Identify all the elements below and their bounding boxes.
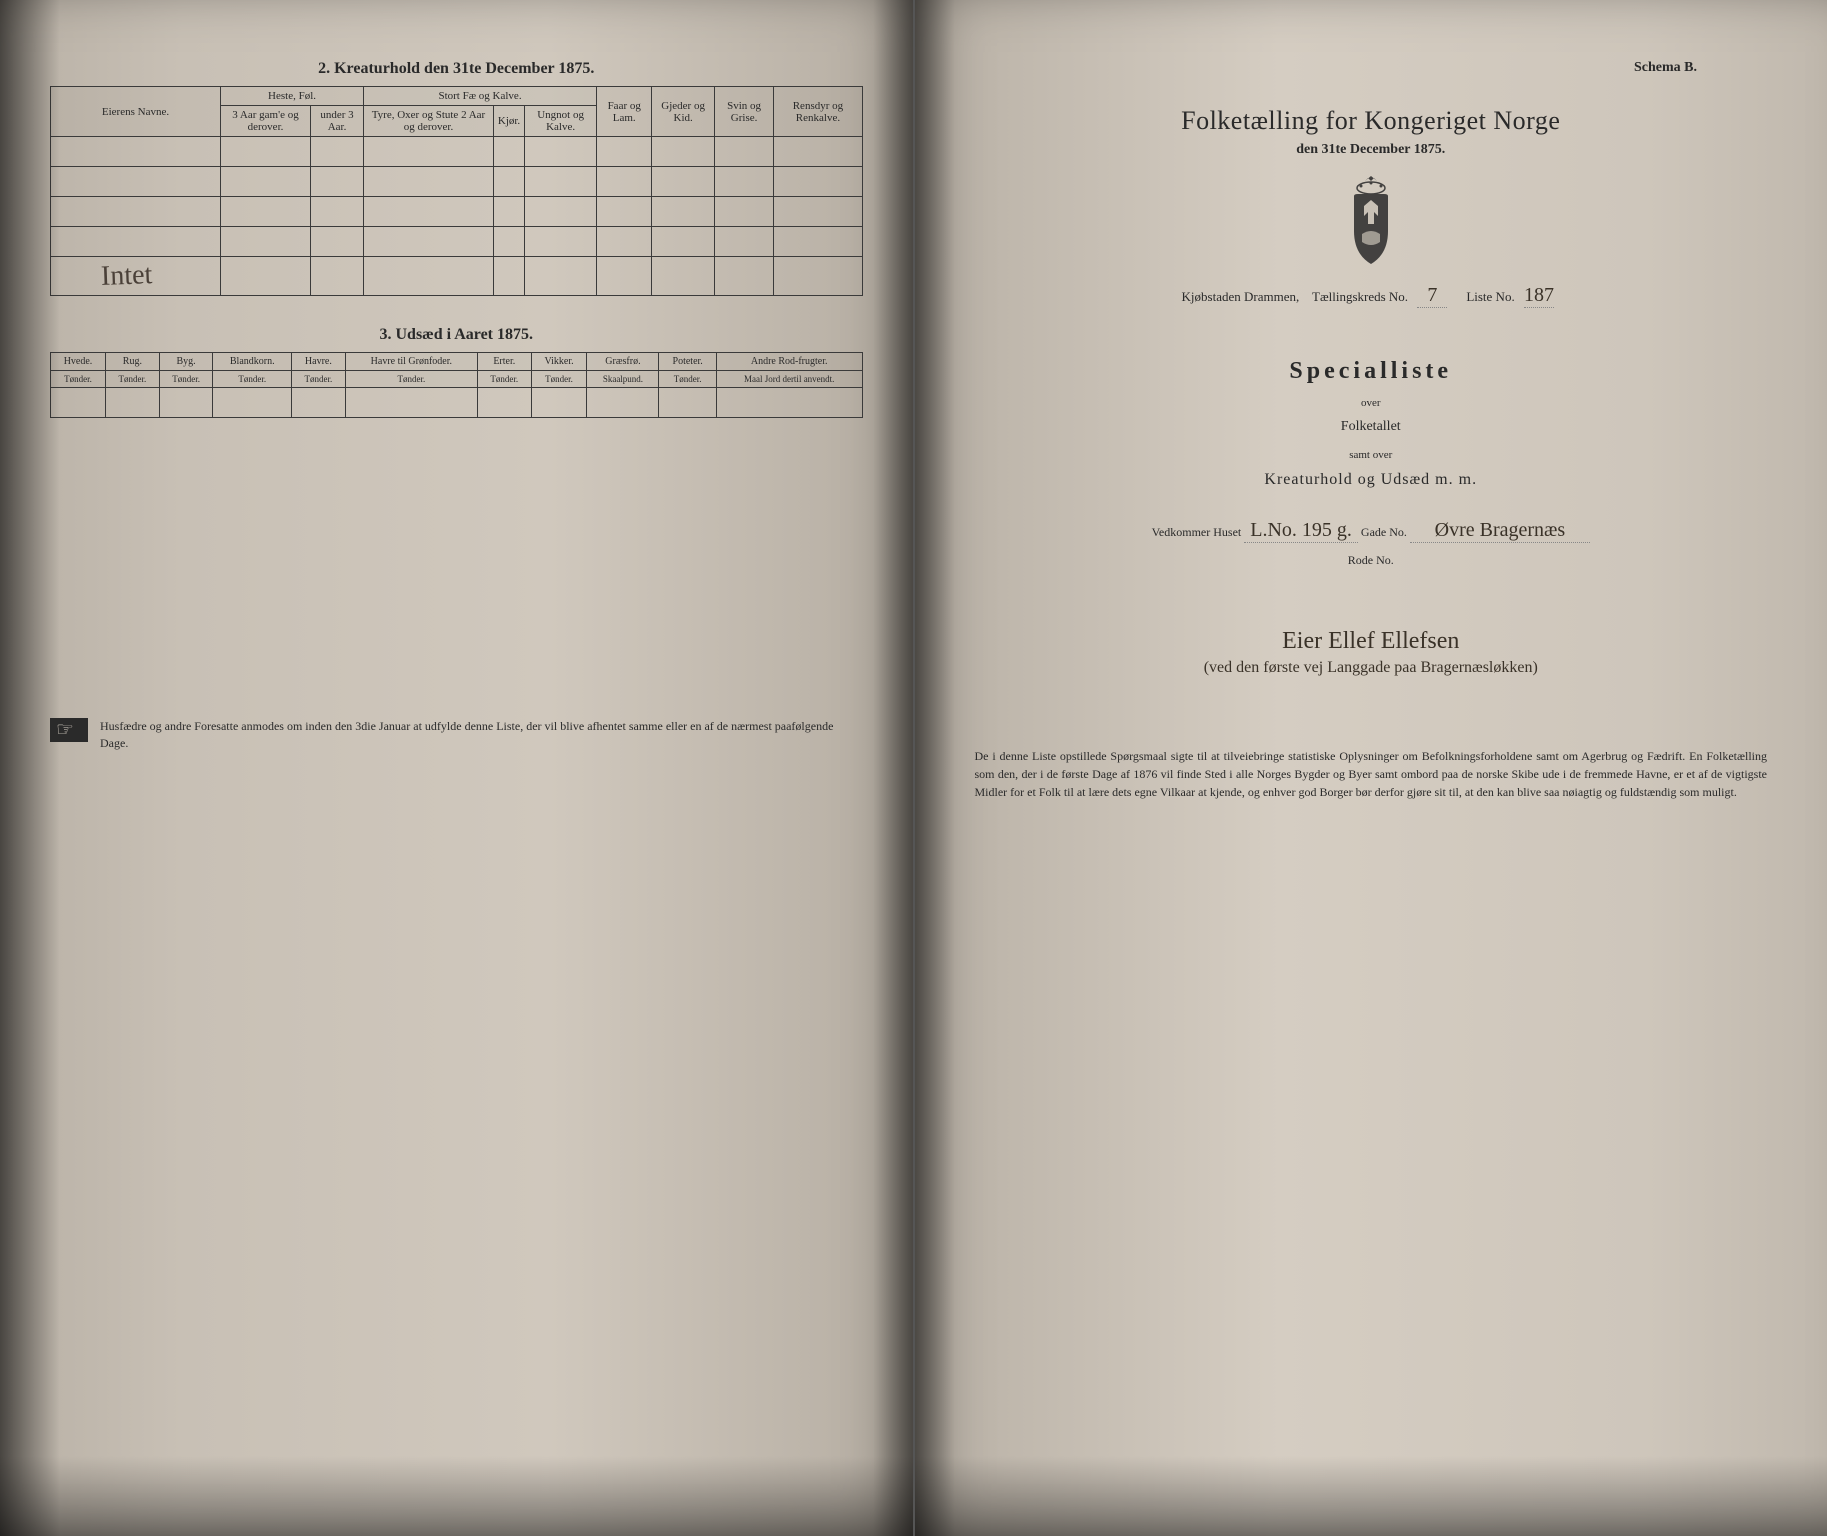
tbl3-col: Havre til Grønfoder. [345,353,477,371]
vedkommer-line: Vedkommer Huset L.No. 195 g. Gade No. Øv… [965,519,1778,543]
col-rensdyr: Rensdyr og Renkalve. [774,87,862,137]
kjobstad-label: Kjøbstaden Drammen, [1182,289,1300,304]
rode-label: Rode No. [1348,553,1394,567]
col-stort-c: Ungnot og Kalve. [525,106,597,137]
table-row [51,167,863,197]
tbl3-col: Byg. [159,353,213,371]
liste-label: Liste No. [1466,289,1514,304]
tbl3-col: Vikker. [531,353,587,371]
col-heste-a: 3 Aar gam'e og derover. [221,106,311,137]
tbl3-col: Blandkorn. [213,353,292,371]
footer-note-text: Husfædre og andre Foresatte anmodes om i… [100,718,863,752]
col-stort-b: Kjør. [493,106,524,137]
bottom-explanatory-note: De i denne Liste opstillede Spørgsmaal s… [965,747,1778,801]
section2-title: 2. Kreaturhold den 31te December 1875. [50,60,863,78]
tbl3-col: Andre Rod-frugter. [716,353,862,371]
tbl3-unit: Maal Jord dertil anvendt. [716,371,862,388]
section3-title: 3. Udsæd i Aaret 1875. [50,326,863,344]
id-line: Kjøbstaden Drammen, Tællingskreds No. 7 … [965,284,1778,308]
coat-of-arms-icon [1336,176,1406,266]
binding-shadow [0,0,60,1536]
tbl3-unit: Skaalpund. [587,371,659,388]
signature-sub: (ved den første vej Langgade paa Bragern… [965,659,1778,677]
col-svin: Svin og Grise. [714,87,774,137]
spine-shadow-right [915,0,955,1536]
folketallet-label: Folketallet [965,419,1778,435]
tbl3-unit: Tønder. [477,371,531,388]
col-heste-b: under 3 Aar. [311,106,364,137]
subtitle: den 31te December 1875. [965,142,1778,158]
tbl3-unit-row: Tønder. Tønder. Tønder. Tønder. Tønder. … [51,371,863,388]
kreds-value: 7 [1417,284,1447,308]
bottom-shadow [0,1456,913,1536]
tbl3-unit: Tønder. [345,371,477,388]
tbl3-unit: Tønder. [159,371,213,388]
col-stort-grp: Stort Fæ og Kalve. [364,87,597,106]
tbl3-unit: Tønder. [106,371,160,388]
col-gjeder: Gjeder og Kid. [652,87,714,137]
kreds-label: Tællingskreds No. [1312,289,1408,304]
table-row [51,388,863,418]
table-row: Intet [51,257,863,296]
signature-block: Eier Ellef Ellefsen (ved den første vej … [965,628,1778,677]
over-label: over [965,397,1778,409]
tbl3-unit: Tønder. [531,371,587,388]
table-row [51,197,863,227]
right-page: Schema B. Folketælling for Kongeriget No… [915,0,1827,1536]
bottom-shadow [915,1456,1827,1536]
kreaturhold-line: Kreaturhold og Udsæd m. m. [965,471,1778,489]
tbl3-col: Græsfrø. [587,353,659,371]
rode-line: Rode No. [965,553,1778,568]
tbl3-col: Havre. [292,353,346,371]
tbl3-unit: Tønder. [213,371,292,388]
liste-value: 187 [1524,284,1554,308]
footer-note-block: Husfædre og andre Foresatte anmodes om i… [50,718,863,752]
tbl3-col: Poteter. [659,353,716,371]
livestock-table: Eierens Navne. Heste, Føl. Stort Fæ og K… [50,86,863,296]
vedkommer-label: Vedkommer Huset [1152,525,1242,539]
vedkommer-huset-value: L.No. 195 g. [1244,519,1358,543]
gade-value: Øvre Bragernæs [1410,519,1590,543]
spine-shadow-left [873,0,913,1536]
table-row [51,137,863,167]
left-page: 2. Kreaturhold den 31te December 1875. E… [0,0,915,1536]
tbl3-unit: Tønder. [659,371,716,388]
col-stort-a: Tyre, Oxer og Stute 2 Aar og derover. [364,106,494,137]
col-faar: Faar og Lam. [596,87,652,137]
gade-label: Gade No. [1361,525,1407,539]
col-heste-grp: Heste, Føl. [221,87,364,106]
tbl3-unit: Tønder. [292,371,346,388]
schema-label: Schema B. [965,60,1698,76]
main-title: Folketælling for Kongeriget Norge [965,106,1778,136]
tbl3-col: Rug. [106,353,160,371]
col-owner: Eierens Navne. [51,87,221,137]
tbl3-col: Erter. [477,353,531,371]
table-row [51,227,863,257]
signature-main: Eier Ellef Ellefsen [965,628,1778,655]
pointing-hand-icon [50,718,88,742]
samt-over-label: samt over [965,449,1778,461]
sowing-table: Hvede. Rug. Byg. Blandkorn. Havre. Havre… [50,352,863,418]
handwritten-intet: Intet [100,259,152,293]
tbl3-header-row: Hvede. Rug. Byg. Blandkorn. Havre. Havre… [51,353,863,371]
specialliste-title: Specialliste [965,358,1778,385]
